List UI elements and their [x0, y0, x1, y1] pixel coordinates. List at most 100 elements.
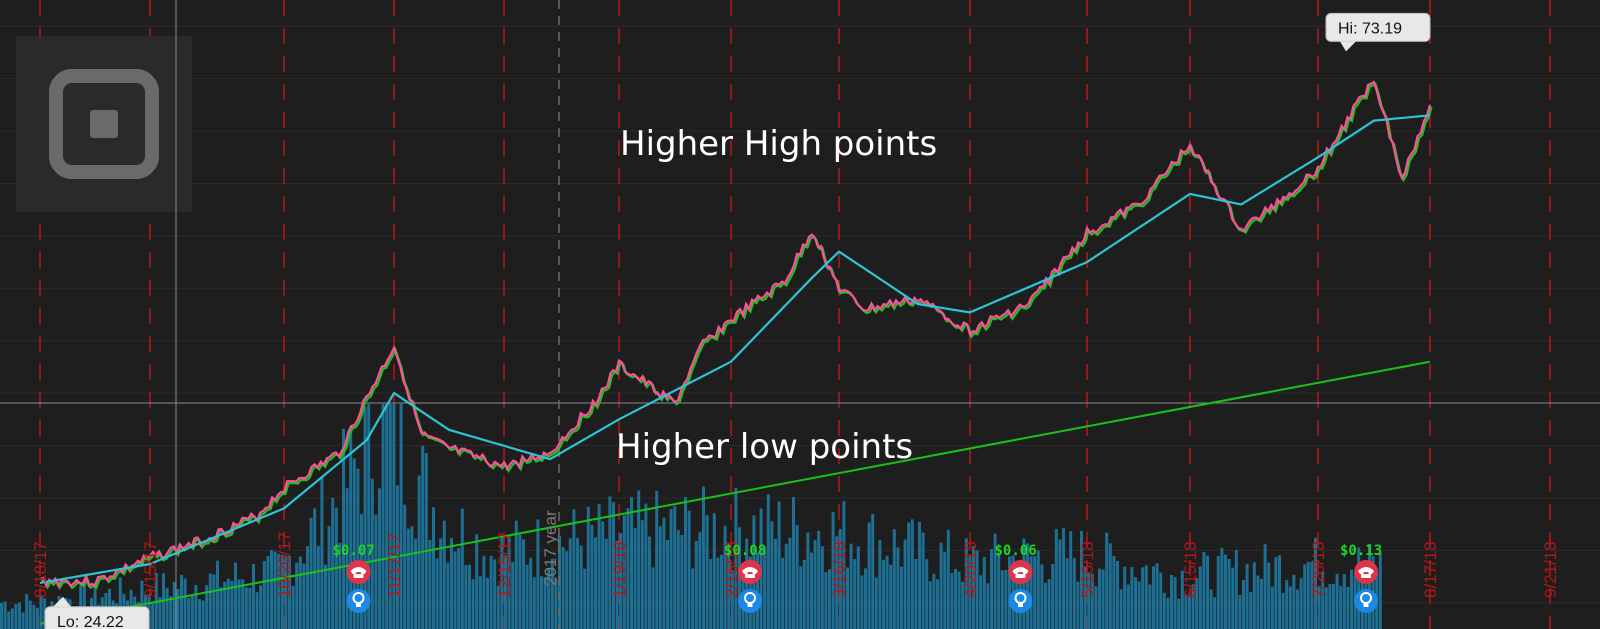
volume-bar	[39, 596, 43, 629]
volume-bar	[266, 556, 270, 629]
volume-bar	[277, 554, 281, 629]
volume-bar	[853, 559, 857, 629]
volume-bar	[633, 528, 637, 629]
volume-bar	[320, 477, 324, 629]
volume-bar	[1216, 555, 1220, 629]
volume-bar	[504, 555, 507, 629]
volume-bar	[1033, 556, 1037, 629]
volume-bar	[792, 496, 795, 629]
volume-bar	[1054, 529, 1058, 629]
vertical-grid	[39, 0, 1551, 629]
volume-bar	[788, 537, 792, 629]
volume-bar	[1209, 589, 1213, 629]
volume-bar	[572, 509, 576, 629]
volume-bar	[1220, 547, 1224, 629]
volume-bar	[1234, 549, 1238, 629]
volume-bar	[248, 588, 252, 629]
volume-bar	[1184, 594, 1188, 629]
volume-bar	[442, 520, 446, 629]
volume-bar	[874, 577, 878, 629]
volume-bar	[1029, 556, 1033, 629]
volume-bar	[856, 546, 860, 629]
x-tick-label: 9/15/17	[141, 541, 160, 598]
volume-bar	[1260, 579, 1263, 629]
volume-bar	[694, 540, 698, 629]
volume-bar	[892, 529, 896, 629]
volume-bar	[795, 525, 799, 629]
volume-bar	[763, 546, 767, 629]
volume-bar	[381, 404, 385, 629]
volume-bar	[835, 536, 839, 629]
earnings-marker[interactable]: $0.08	[724, 543, 766, 613]
volume-bar	[914, 558, 918, 629]
volume-bar	[885, 555, 889, 629]
volume-bar	[1180, 570, 1184, 629]
volume-bar	[954, 568, 957, 629]
volume-bar	[7, 611, 11, 629]
volume-bar	[871, 514, 875, 629]
volume-bar	[198, 599, 201, 629]
volume-bar	[734, 488, 738, 629]
volume-bar	[1267, 562, 1271, 629]
volume-bar	[784, 543, 788, 629]
volume-bar	[36, 607, 39, 629]
volume-bar	[1076, 581, 1080, 629]
volume-bar	[1224, 554, 1227, 629]
volume-bar	[864, 568, 867, 629]
volume-bar	[979, 575, 983, 629]
volume-bar	[342, 428, 345, 629]
volume-bar	[392, 404, 396, 629]
volume-bar	[957, 571, 961, 629]
earnings-value: $0.06	[995, 543, 1037, 559]
annotation-label: Higher low points	[616, 427, 913, 467]
phone-icon[interactable]	[1008, 560, 1033, 584]
volume-bar	[1357, 547, 1361, 629]
volume-bar	[1342, 574, 1346, 629]
volume-bar	[878, 539, 882, 629]
volume-bar	[345, 488, 349, 629]
volume-bar	[28, 600, 32, 629]
earnings-marker[interactable]: $0.07	[333, 543, 375, 613]
volume-bar	[925, 559, 929, 629]
volume-bar	[525, 564, 529, 629]
phone-icon[interactable]	[1354, 560, 1378, 584]
volume-bar	[550, 558, 554, 629]
lightbulb-icon[interactable]	[346, 589, 371, 613]
earnings-marker[interactable]: $0.06	[995, 543, 1037, 613]
volume-bar	[284, 555, 288, 629]
volume-bar	[1058, 539, 1062, 629]
volume-bar	[1141, 567, 1145, 629]
volume-bar	[259, 585, 263, 629]
volume-bar	[374, 514, 378, 629]
horizontal-grid	[0, 25, 1600, 604]
lightbulb-icon[interactable]	[738, 589, 762, 613]
volume-bar	[568, 538, 572, 629]
x-tick-label: 10/20/17	[275, 532, 294, 598]
volume-bar	[1299, 578, 1303, 629]
volume-bar	[511, 561, 515, 629]
volume-bar	[414, 538, 417, 629]
callouts: Lo: 24.22 Hi: 73.19	[44, 12, 1431, 629]
earnings-marker[interactable]: $0.13	[1340, 543, 1382, 613]
lightbulb-icon[interactable]	[1354, 589, 1378, 613]
volume-bar	[205, 585, 209, 629]
x-tick-label: 9/21/18	[1541, 541, 1560, 598]
phone-icon[interactable]	[346, 560, 371, 584]
volume-bar	[1119, 589, 1123, 629]
lightbulb-icon[interactable]	[1008, 589, 1033, 613]
volume-bar	[3, 601, 7, 629]
volume-bar	[1098, 568, 1101, 629]
x-tick-label: 7/20/18	[1309, 541, 1328, 598]
volume-bar	[583, 568, 587, 629]
volume-bar	[273, 551, 277, 629]
phone-icon[interactable]	[738, 560, 762, 584]
volume-bar	[1296, 589, 1299, 629]
volume-bar	[1292, 574, 1296, 629]
volume-bar	[932, 573, 936, 629]
volume-bar	[298, 556, 302, 629]
volume-bar	[673, 506, 677, 629]
volume-bar	[648, 536, 651, 629]
volume-bar	[1094, 586, 1098, 629]
volume-bar	[720, 554, 723, 629]
